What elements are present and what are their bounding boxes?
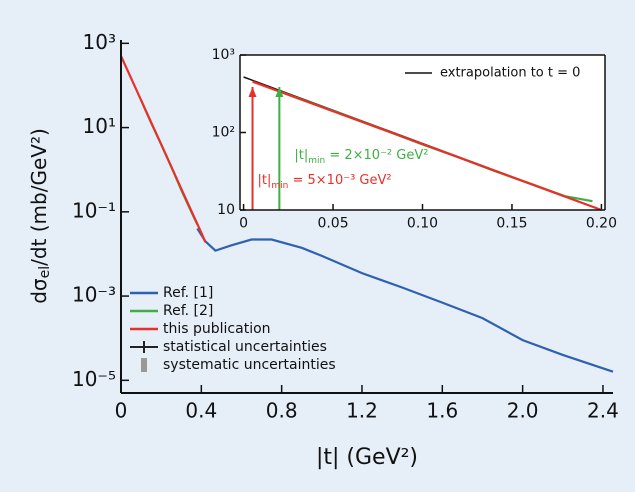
y-tick-label: 10⁻⁵ bbox=[72, 367, 116, 391]
y-tick-label: 10³ bbox=[212, 47, 235, 63]
arrow-label-main: |t| bbox=[294, 148, 308, 163]
legend-label: Ref. [2] bbox=[163, 303, 213, 319]
x-tick-label: 0.4 bbox=[185, 399, 217, 423]
arrow-label-sub: min bbox=[271, 181, 288, 191]
y-axis-label-sub: el bbox=[37, 266, 53, 279]
arrow-label-main: |t| bbox=[258, 173, 272, 188]
y-axis-label-rest: /dt (mb/GeV²) bbox=[27, 128, 51, 266]
arrow-label-rest: = 5×10⁻³ GeV² bbox=[288, 173, 391, 188]
legend-label: this publication bbox=[163, 321, 271, 337]
y-tick-label: 10⁻³ bbox=[72, 283, 116, 307]
legend-label: systematic uncertainties bbox=[163, 357, 336, 373]
arrow-label: |t|min = 5×10⁻³ GeV² bbox=[258, 173, 392, 191]
x-tick-label: 0 bbox=[115, 399, 128, 423]
legend-label: statistical uncertainties bbox=[163, 339, 327, 355]
x-axis-label: |t| (GeV²) bbox=[316, 445, 418, 470]
x-tick-label: 0.20 bbox=[586, 215, 617, 231]
x-axis-label-main: |t| bbox=[316, 445, 339, 470]
legend-swatch bbox=[141, 358, 147, 372]
y-axis-label-main: dσ bbox=[27, 278, 51, 304]
y-tick-label: 10¹ bbox=[83, 114, 116, 138]
data-line bbox=[252, 80, 602, 212]
x-tick-label: 2.4 bbox=[587, 399, 619, 423]
arrow-head bbox=[248, 87, 257, 97]
x-tick-label: 1.6 bbox=[426, 399, 458, 423]
y-tick-label: 10² bbox=[212, 125, 235, 141]
y-tick-label: 10⁻¹ bbox=[72, 198, 116, 222]
x-tick-label: 0.15 bbox=[496, 215, 527, 231]
x-tick-label: 0.05 bbox=[317, 215, 348, 231]
arrow-head bbox=[275, 87, 284, 97]
data-line bbox=[119, 55, 207, 243]
legend-label: Ref. [1] bbox=[163, 285, 213, 301]
x-axis-label-rest: (GeV²) bbox=[339, 445, 418, 470]
x-tick-label: 0.8 bbox=[266, 399, 298, 423]
x-tick-label: 2.0 bbox=[507, 399, 539, 423]
arrow-label-rest: = 2×10⁻² GeV² bbox=[325, 148, 428, 163]
arrow-label: |t|min = 2×10⁻² GeV² bbox=[294, 148, 428, 166]
inset-background bbox=[240, 55, 605, 210]
x-tick-label: 0 bbox=[239, 215, 248, 231]
y-axis-label: dσel/dt (mb/GeV²) bbox=[27, 128, 54, 304]
x-tick-label: 1.2 bbox=[346, 399, 378, 423]
legend-label: extrapolation to t = 0 bbox=[440, 66, 580, 81]
data-line bbox=[196, 228, 614, 373]
x-tick-label: 0.10 bbox=[407, 215, 438, 231]
arrow-label-sub: min bbox=[308, 156, 325, 166]
y-tick-label: 10³ bbox=[83, 30, 116, 54]
y-tick-label: 10 bbox=[217, 202, 235, 218]
